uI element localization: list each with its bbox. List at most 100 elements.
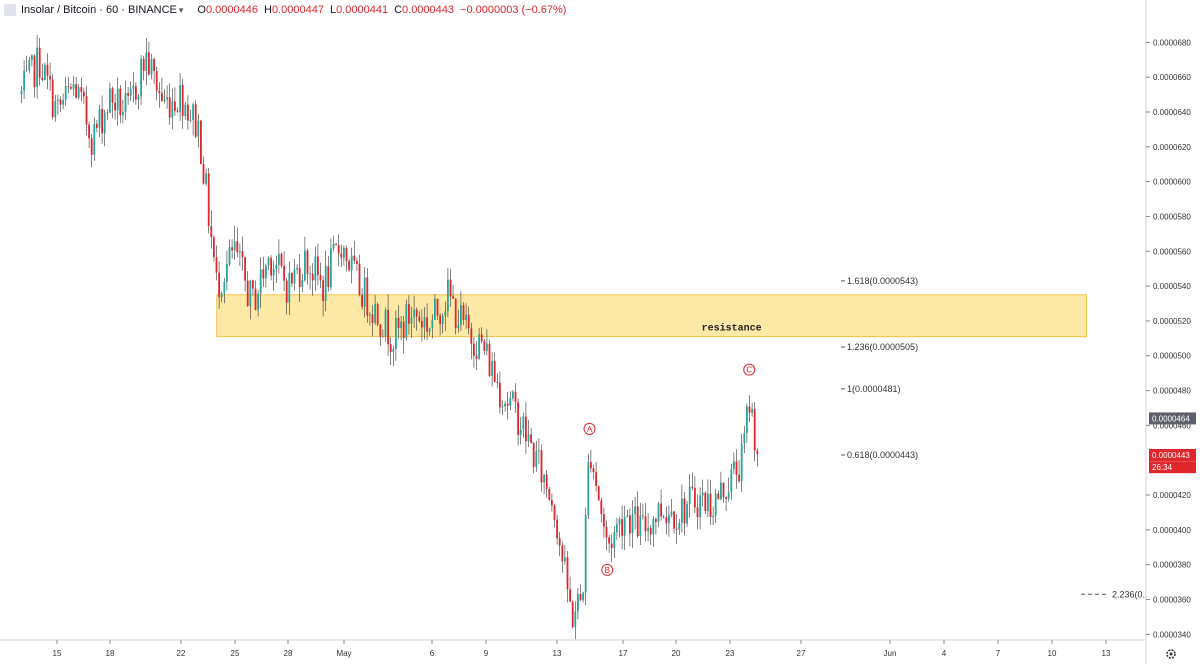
candle [514, 383, 517, 413]
svg-text:A: A [587, 425, 593, 434]
symbol-title[interactable]: Insolar / Bitcoin · 60 · BINANCE [21, 4, 177, 16]
resistance-zone[interactable] [216, 294, 1087, 338]
candle [678, 518, 681, 535]
candle [439, 313, 441, 336]
candle [530, 427, 532, 444]
candle [343, 245, 345, 266]
wave-label-a[interactable]: A [583, 422, 596, 435]
candle [574, 601, 577, 640]
candle [280, 252, 283, 269]
wave-label-c[interactable]: C [743, 363, 756, 376]
candle [174, 87, 176, 116]
candle [662, 515, 665, 519]
candle [228, 239, 231, 267]
candle [743, 425, 746, 454]
candle [592, 465, 595, 480]
candle [756, 448, 759, 467]
x-tick-label: 7 [996, 649, 1001, 658]
candle [595, 461, 597, 492]
candle [616, 517, 618, 541]
candle [512, 389, 514, 401]
y-tick-label: 0.0000480 [1153, 387, 1191, 396]
candle [423, 307, 426, 340]
candle [618, 516, 621, 538]
candle [210, 210, 213, 249]
x-tick-label: 6 [430, 649, 435, 658]
candle [90, 133, 93, 168]
candle [486, 329, 488, 356]
candle [236, 227, 239, 258]
candle [746, 403, 748, 443]
candle [62, 93, 64, 110]
candle [504, 400, 506, 412]
candle [610, 534, 613, 563]
svg-text:C: C [746, 366, 752, 375]
candle [566, 550, 569, 603]
candle [311, 263, 314, 296]
candle [114, 93, 116, 120]
candle [148, 41, 150, 77]
candle [309, 265, 311, 290]
candle [506, 392, 509, 420]
candle [150, 53, 153, 80]
candle [358, 254, 361, 297]
x-tick-label: 20 [672, 649, 681, 658]
candle [644, 503, 647, 542]
candle [111, 86, 114, 119]
candle [285, 277, 288, 315]
candle [197, 113, 200, 148]
candle [561, 541, 564, 573]
candle [605, 520, 608, 551]
candle [46, 53, 49, 90]
x-tick-label: Jun [884, 649, 897, 658]
x-tick-label: 28 [284, 649, 293, 658]
candle [548, 487, 551, 501]
candle [613, 526, 616, 559]
candle [322, 275, 324, 317]
settings-gear-icon[interactable] [1166, 649, 1176, 659]
candle [51, 74, 54, 120]
candle [717, 490, 720, 500]
candle [449, 268, 452, 307]
candle [275, 255, 278, 283]
candle [421, 309, 423, 342]
candle [395, 310, 397, 361]
candle [720, 471, 722, 501]
x-tick-label: 18 [106, 649, 115, 658]
candle [244, 256, 246, 292]
candle [75, 77, 77, 99]
fib-level-label: 1.236(0.0000505) [847, 342, 918, 352]
candle [301, 273, 304, 293]
candle [631, 500, 634, 548]
open-label: O [197, 4, 206, 16]
candle [535, 440, 538, 472]
candle [181, 78, 184, 129]
candle [54, 94, 57, 122]
candle [93, 117, 96, 161]
chevron-down-icon[interactable]: ▾ [178, 4, 184, 15]
candle [597, 485, 600, 501]
y-tick-label: 0.0000600 [1153, 178, 1191, 187]
candle [415, 307, 418, 331]
candle [187, 95, 189, 130]
candle [64, 76, 67, 106]
candle [431, 314, 434, 339]
candle [41, 63, 44, 82]
candle [239, 243, 241, 267]
candle [725, 496, 727, 512]
candle [626, 509, 629, 518]
wave-label-b[interactable]: B [601, 563, 614, 576]
candle [298, 254, 301, 302]
candle [246, 271, 249, 307]
candle [738, 459, 740, 483]
candle [127, 86, 129, 105]
candle [545, 470, 548, 498]
candle [340, 244, 343, 268]
candle [647, 513, 649, 542]
candle [252, 279, 254, 296]
candle [584, 507, 587, 606]
candle [688, 474, 691, 518]
y-tick-label: 0.0000420 [1153, 491, 1191, 500]
candle [44, 62, 46, 81]
